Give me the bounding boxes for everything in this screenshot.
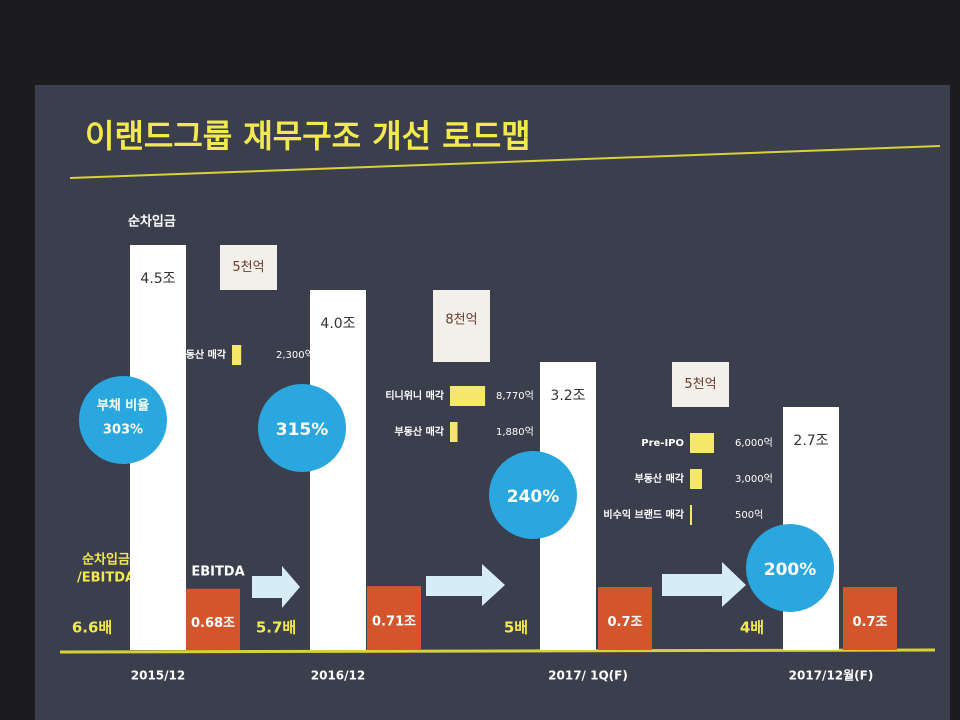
debt-ratio-circle [746, 524, 834, 612]
ebitda-label: EBITDA [191, 565, 244, 580]
debt-ratio-label: 200% [764, 560, 817, 580]
decrease-bar [433, 290, 490, 362]
debt-ratio-circle [79, 376, 167, 464]
baseline [59, 648, 936, 654]
debt-ratio-label: 315% [276, 420, 329, 440]
asset-sale-bar [450, 422, 458, 442]
asset-sale-name: 부동산 매각 [177, 348, 227, 361]
ebitda-bar [843, 587, 897, 650]
asset-sale-bar [690, 469, 702, 489]
ebitda-bar [598, 587, 652, 650]
decrease-bar [220, 245, 277, 290]
debt-ratio-label: 240% [507, 487, 560, 507]
debt-ratio-circle [489, 451, 577, 539]
decrease-label: 8천억 [445, 313, 477, 328]
arrows [252, 562, 746, 608]
asset-sale-label: 8,770억 [496, 390, 534, 402]
decrease-label: 5천억 [232, 260, 264, 275]
bar-label: 4.5조 [140, 271, 175, 287]
decrease-label: 5천억 [684, 377, 716, 392]
bar-label: 2.7조 [793, 433, 828, 449]
asset-sale-label: 3,000억 [735, 473, 773, 485]
asset-sale-bar [690, 433, 714, 453]
debt-ratio-circle [258, 384, 346, 472]
bar [310, 290, 366, 650]
arrow [252, 566, 300, 608]
ebitda-value-label: 0.7조 [853, 615, 888, 630]
arrow [426, 564, 505, 606]
x-tick-label: 2016/12 [311, 669, 365, 683]
asset-sale-name: Pre-IPO [641, 438, 684, 449]
decrease-bar [672, 362, 729, 407]
asset-sale-bar [232, 345, 242, 365]
x-tick-label: 2017/12월(F) [789, 668, 874, 683]
asset-sale-label: 6,000억 [735, 437, 773, 449]
ebitda-value-label: 0.7조 [608, 615, 643, 630]
ebitda-bar [367, 586, 421, 650]
debt-ratio-name: 부채 비율 [97, 398, 149, 414]
asset-sale-label: 2,300억 [276, 349, 314, 361]
ebitda-value-label: 0.71조 [372, 615, 416, 630]
arrow [662, 562, 746, 607]
multiple-label: 5배 [504, 619, 528, 637]
bar-label: 4.0조 [320, 316, 355, 332]
debt-ratio-label: 303% [103, 423, 143, 438]
title-underline [69, 145, 941, 179]
asset-sale-label: 1,880억 [496, 426, 534, 438]
asset-sale-bar [450, 386, 486, 406]
x-tick-label: 2017/ 1Q(F) [548, 669, 628, 683]
multiple-name: 순차입금 [82, 552, 130, 568]
chart-title: 이랜드그룹 재무구조 개선 로드맵 [85, 117, 531, 155]
bar-label: 3.2조 [550, 388, 585, 404]
asset-sale-name: 비수익 브랜드 매각 [603, 508, 684, 521]
asset-sale-name: 부동산 매각 [635, 472, 685, 485]
multiple-name: /EBITDA [77, 571, 135, 586]
ebitda-value-label: 0.68조 [191, 616, 235, 631]
multiple-label: 4배 [740, 619, 764, 637]
asset-sale-name: 부동산 매각 [395, 425, 445, 438]
asset-sale-name: 티니위니 매각 [385, 389, 444, 402]
y-label: 순차입금 [128, 214, 176, 230]
asset-sale-bar [690, 505, 692, 525]
asset-sale-label: 500억 [735, 509, 763, 521]
multiple-label: 5.7배 [256, 619, 296, 637]
x-tick-label: 2015/12 [131, 669, 185, 683]
ebitda-bar [186, 588, 240, 650]
multiple-label: 6.6배 [72, 619, 112, 637]
